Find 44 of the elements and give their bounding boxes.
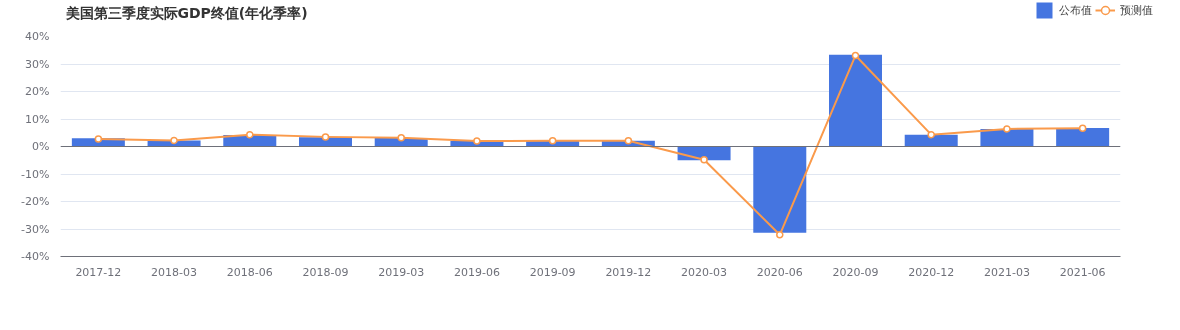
x-tick-label: 2021-03 [983, 265, 1030, 279]
point [1078, 124, 1087, 133]
x-tick-label: 2019-06 [453, 265, 500, 279]
x-tick-label: 2021-06 [1059, 265, 1106, 279]
bar [753, 146, 807, 233]
x-tick-label: 2019-12 [605, 265, 652, 279]
y-tick-label: -20% [21, 195, 50, 208]
x-tick-label: 2019-09 [529, 265, 576, 279]
x-tick-label: 2018-09 [302, 265, 349, 279]
chart-title: 美国第三季度实际GDP终值(年化季率) [64, 5, 308, 22]
point [397, 133, 405, 142]
point [776, 231, 784, 239]
point [170, 136, 178, 145]
y-tick-label: 0% [32, 140, 50, 153]
y-tick-label: 40% [25, 30, 50, 43]
bar [904, 134, 958, 147]
point [246, 130, 254, 139]
point [624, 136, 633, 145]
point [473, 137, 481, 145]
point [1003, 125, 1011, 133]
y-tick-label: -30% [21, 222, 50, 236]
point [927, 130, 935, 139]
x-tick-label: 2020-06 [756, 265, 803, 279]
x-tick-label: 2020-12 [908, 265, 955, 279]
y-tick-label: 30% [25, 57, 50, 71]
x-tick-label: 2018-06 [226, 265, 273, 279]
x-tick-label: 2018-03 [151, 265, 198, 279]
x-tick-label: 2019-03 [378, 265, 425, 279]
point [851, 51, 860, 60]
x-tick-label: 2017-12 [75, 265, 122, 279]
x-tick-label: 2020-03 [681, 265, 728, 279]
x-tick-label: 2020-09 [832, 265, 879, 279]
y-tick-label: 20% [25, 85, 50, 98]
legend-label: 预测值 [1120, 2, 1154, 18]
point [94, 135, 103, 143]
y-tick-label: -10% [21, 167, 50, 181]
point [321, 133, 330, 141]
y-tick-label: -40% [21, 250, 50, 263]
legend-label: 公布值 [1059, 2, 1093, 18]
point [700, 155, 708, 164]
bar [829, 54, 882, 147]
bar [1056, 128, 1110, 147]
y-tick-label: 10% [25, 112, 50, 126]
point [548, 136, 557, 145]
